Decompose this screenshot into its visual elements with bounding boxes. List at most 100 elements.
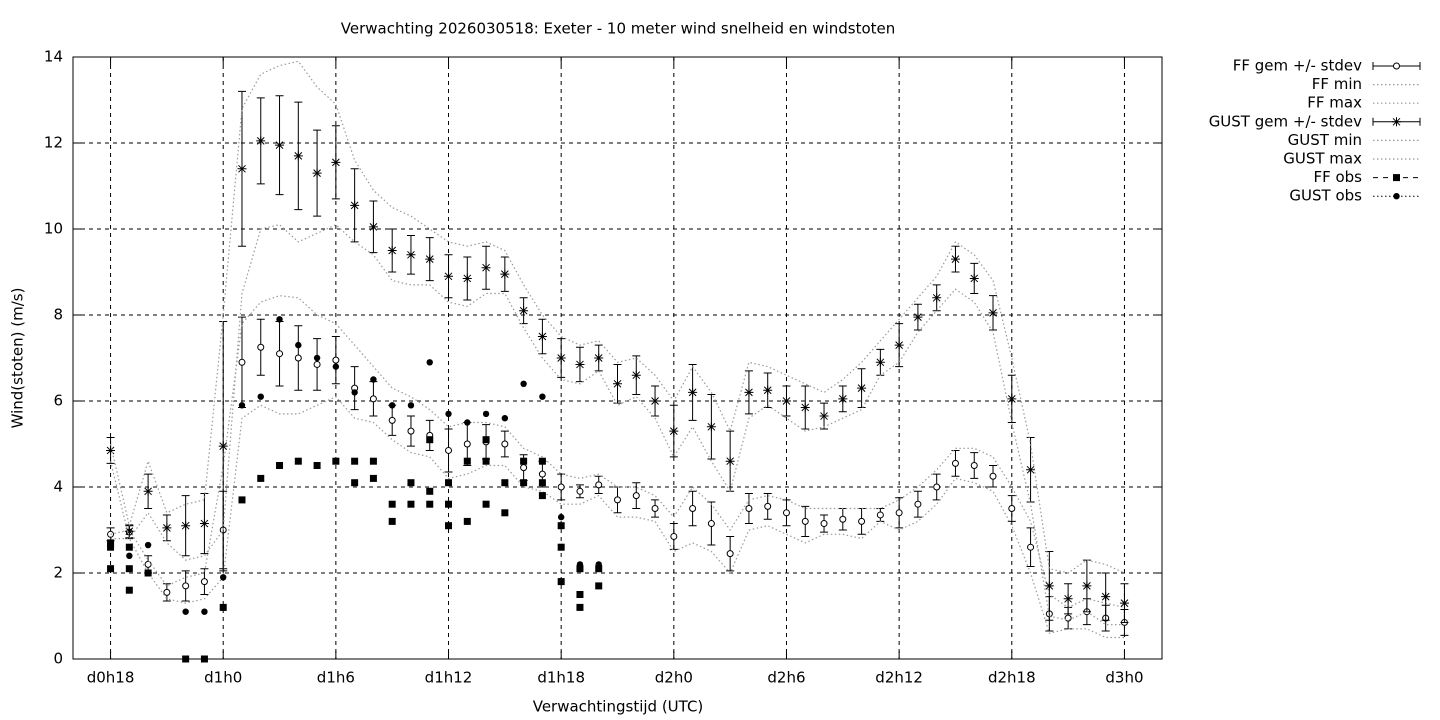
marker bbox=[537, 332, 547, 341]
marker bbox=[1119, 598, 1129, 608]
marker bbox=[481, 263, 491, 273]
marker bbox=[143, 486, 153, 496]
marker bbox=[162, 523, 172, 533]
marker bbox=[501, 415, 509, 422]
marker bbox=[445, 479, 453, 487]
marker bbox=[257, 393, 264, 400]
x-tick-label: d2h0 bbox=[655, 669, 693, 687]
line bbox=[110, 395, 1125, 639]
marker bbox=[670, 532, 678, 540]
x-tick-label: d1h12 bbox=[425, 669, 473, 687]
marker bbox=[764, 502, 772, 510]
marker bbox=[706, 422, 716, 432]
marker bbox=[875, 357, 885, 367]
marker bbox=[218, 441, 228, 451]
y-tick-label: 4 bbox=[53, 478, 63, 496]
marker bbox=[501, 509, 509, 517]
marker bbox=[1027, 543, 1035, 551]
marker bbox=[388, 517, 396, 525]
marker bbox=[163, 588, 171, 596]
marker bbox=[407, 500, 415, 508]
marker bbox=[539, 393, 546, 400]
marker bbox=[351, 479, 359, 487]
marker bbox=[689, 505, 697, 512]
marker bbox=[500, 269, 510, 279]
x-tick-label: d2h6 bbox=[767, 669, 805, 687]
marker bbox=[199, 519, 209, 529]
legend-label: GUST gem +/- stdev bbox=[1209, 112, 1362, 130]
marker bbox=[124, 526, 134, 536]
legend-label: GUST max bbox=[1283, 150, 1362, 168]
x-tick-label: d2h12 bbox=[875, 669, 923, 687]
marker bbox=[388, 402, 396, 409]
marker bbox=[369, 474, 377, 482]
marker bbox=[1082, 581, 1092, 591]
line bbox=[110, 295, 1125, 609]
marker bbox=[294, 354, 302, 362]
x-tick-label: d1h6 bbox=[317, 669, 355, 687]
marker bbox=[219, 603, 227, 611]
marker bbox=[444, 271, 454, 281]
marker bbox=[445, 500, 453, 508]
marker bbox=[313, 360, 321, 368]
marker bbox=[725, 456, 735, 466]
marker bbox=[387, 246, 397, 255]
marker bbox=[538, 457, 546, 465]
marker bbox=[182, 655, 190, 663]
chart-title: Verwachting 2026030518: Exeter - 10 mete… bbox=[341, 20, 896, 38]
y-tick-label: 6 bbox=[53, 392, 63, 410]
legend-label: FF gem +/- stdev bbox=[1233, 57, 1362, 75]
marker bbox=[876, 511, 884, 519]
x-tick-label: d2h18 bbox=[988, 669, 1036, 687]
line bbox=[109, 60, 1125, 574]
marker bbox=[126, 552, 133, 559]
marker bbox=[426, 436, 434, 444]
marker bbox=[969, 273, 979, 283]
marker bbox=[407, 402, 415, 409]
marker bbox=[857, 383, 867, 393]
marker bbox=[950, 254, 960, 264]
marker bbox=[557, 483, 565, 491]
marker bbox=[464, 419, 471, 426]
marker bbox=[501, 479, 509, 487]
marker bbox=[181, 521, 191, 531]
marker bbox=[557, 522, 565, 530]
marker bbox=[989, 472, 997, 480]
legend-item: FF obs bbox=[1313, 168, 1420, 186]
marker bbox=[463, 457, 471, 465]
marker bbox=[370, 376, 377, 383]
marker bbox=[293, 151, 303, 161]
marker bbox=[1101, 592, 1111, 602]
marker bbox=[669, 426, 679, 436]
y-tick-label: 0 bbox=[53, 650, 63, 668]
marker bbox=[312, 168, 322, 178]
y-tick-label: 12 bbox=[44, 134, 63, 152]
legend-label: FF min bbox=[1312, 75, 1362, 93]
marker bbox=[651, 505, 659, 512]
marker bbox=[445, 446, 453, 454]
marker bbox=[613, 379, 622, 389]
marker bbox=[631, 370, 641, 380]
marker bbox=[595, 565, 602, 572]
marker bbox=[520, 380, 527, 387]
marker bbox=[482, 410, 490, 418]
marker bbox=[839, 515, 847, 523]
marker bbox=[182, 608, 189, 615]
marker bbox=[858, 517, 866, 525]
marker bbox=[519, 306, 529, 316]
marker bbox=[1007, 394, 1017, 404]
marker bbox=[726, 550, 734, 558]
marker bbox=[331, 157, 341, 167]
marker bbox=[275, 140, 285, 150]
marker bbox=[482, 457, 490, 465]
marker bbox=[914, 500, 922, 508]
marker bbox=[744, 387, 754, 397]
marker bbox=[988, 308, 998, 318]
marker bbox=[426, 500, 434, 508]
marker bbox=[482, 436, 490, 444]
marker bbox=[388, 500, 396, 508]
marker bbox=[332, 356, 340, 364]
marker bbox=[106, 445, 116, 455]
marker bbox=[1026, 465, 1036, 475]
